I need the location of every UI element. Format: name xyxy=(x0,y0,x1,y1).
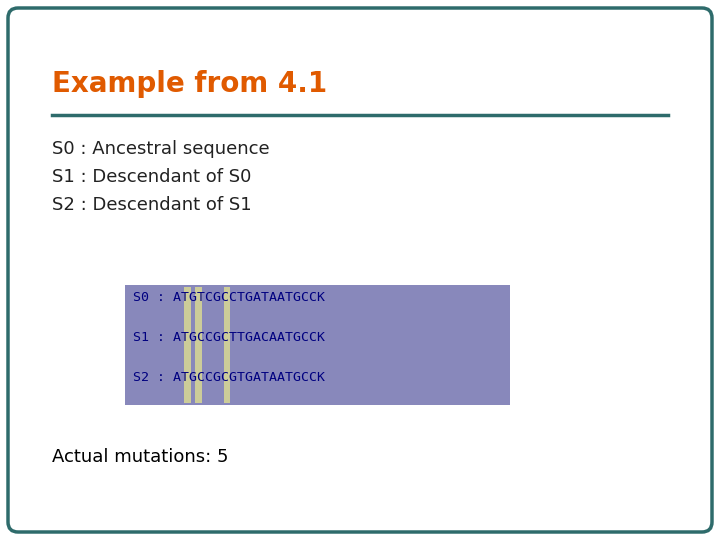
Text: S2 : ATGCCGCGTGATAATGCCK: S2 : ATGCCGCGTGATAATGCCK xyxy=(133,371,325,384)
Text: Actual mutations: 5: Actual mutations: 5 xyxy=(52,448,228,466)
Text: S0 : ATGTCGCCTGATAATGCCK: S0 : ATGTCGCCTGATAATGCCK xyxy=(133,291,325,304)
Text: S2 : Descendant of S1: S2 : Descendant of S1 xyxy=(52,196,251,214)
Text: S1 : ATGCCGCTTGACAATGCCK: S1 : ATGCCGCTTGACAATGCCK xyxy=(133,331,325,344)
Text: S0 : Ancestral sequence: S0 : Ancestral sequence xyxy=(52,140,269,158)
Text: Example from 4.1: Example from 4.1 xyxy=(52,70,327,98)
Bar xyxy=(224,287,230,403)
Bar xyxy=(125,285,510,405)
Text: S1 : Descendant of S0: S1 : Descendant of S0 xyxy=(52,168,251,186)
Bar xyxy=(184,287,191,403)
Bar xyxy=(195,287,202,403)
FancyBboxPatch shape xyxy=(8,8,712,532)
